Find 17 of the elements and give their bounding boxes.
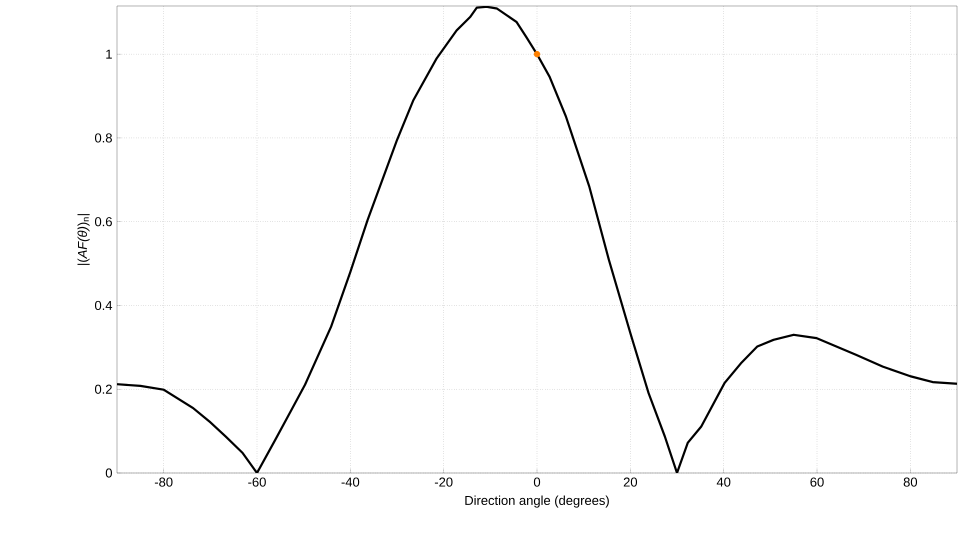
- y-tick-label: 0.8: [94, 133, 112, 143]
- x-tick-label: 0: [534, 478, 540, 487]
- line-series: [117, 6, 958, 473]
- x-axis-title: Direction angle (degrees): [465, 496, 609, 508]
- x-tick-label: -20: [434, 478, 453, 487]
- x-tick-label: -40: [342, 478, 360, 487]
- y-tick-label: 0.4: [94, 300, 112, 310]
- y-tick-label: 0.2: [94, 384, 112, 394]
- x-tick-label: 80: [904, 478, 918, 487]
- x-tick-label: 60: [810, 478, 824, 487]
- x-tick-label: 20: [624, 478, 638, 487]
- y-tick-label: 1: [106, 50, 112, 59]
- x-tick-label: -80: [154, 478, 173, 487]
- y-tick-label: 0: [106, 468, 112, 478]
- y-tick-label: 0.6: [94, 217, 112, 226]
- x-tick-label: 40: [716, 478, 730, 487]
- x-tick-label: -60: [248, 478, 266, 487]
